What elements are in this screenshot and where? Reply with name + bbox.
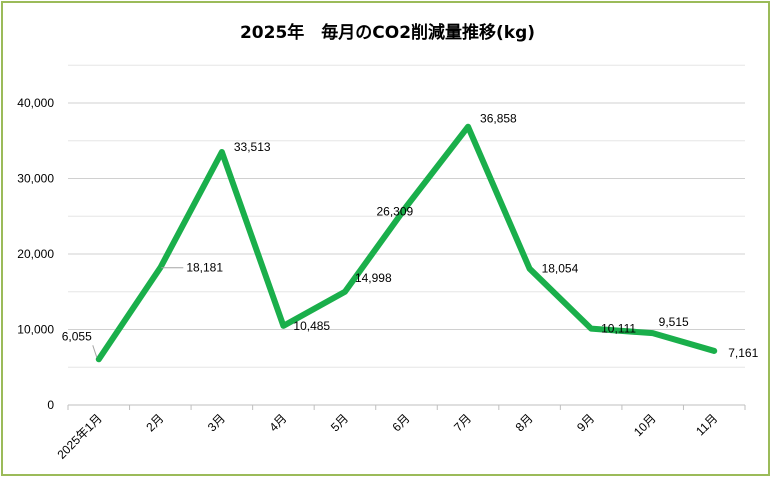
data-label: 18,054 (542, 262, 579, 276)
y-tick-label: 20,000 (17, 247, 54, 261)
data-label: 18,181 (186, 261, 223, 275)
x-tick-label: 2月 (143, 411, 166, 434)
data-point (650, 330, 656, 336)
x-tick-label: 6月 (390, 411, 413, 434)
x-tick-label: 11月 (693, 411, 720, 438)
data-label: 10,111 (601, 322, 636, 336)
x-tick-label: 10月 (631, 411, 659, 439)
x-tick-label: 5月 (328, 411, 351, 434)
data-label: 36,858 (480, 112, 517, 126)
chart-title: 2025年 毎月のCO2削減量推移(kg) (239, 23, 536, 43)
data-label: 6,055 (62, 329, 92, 343)
x-tick-label: 7月 (451, 411, 474, 434)
gridlines (68, 64, 745, 368)
data-point (96, 356, 102, 362)
data-label: 26,309 (377, 204, 414, 218)
data-point (711, 348, 717, 354)
series-line (95, 123, 718, 363)
y-axis: 0 10,000 20,000 30,000 40,000 (17, 96, 54, 412)
x-tick-label: 2025年1月 (54, 411, 104, 461)
label-leader-line (92, 345, 98, 358)
data-label: 33,513 (234, 140, 271, 154)
y-tick-label: 30,000 (17, 172, 54, 186)
x-tick-label: 9月 (574, 411, 597, 434)
data-point (404, 203, 409, 209)
x-tick-label: 8月 (513, 411, 536, 434)
data-labels: 6,055 18,181 33,513 10,485 14,998 26,309 36,85… (62, 112, 759, 360)
data-point (219, 149, 225, 155)
y-tick-label: 40,000 (17, 96, 54, 110)
data-point (157, 265, 163, 271)
data-point (280, 323, 286, 329)
y-tick-label: 10,000 (17, 323, 54, 337)
data-point (342, 289, 348, 295)
data-point (588, 326, 594, 332)
x-tick-label: 4月 (266, 411, 289, 434)
data-point (527, 266, 533, 272)
data-label: 14,998 (355, 271, 392, 285)
y-tick-label: 0 (47, 398, 54, 412)
data-label: 9,515 (659, 315, 689, 329)
data-point (465, 124, 471, 130)
data-label: 7,161 (728, 346, 758, 360)
data-label: 10,485 (293, 319, 330, 333)
x-axis: 2025年1月 2月 3月 4月 5月 6月 7月 8月 9月 10月 11月 (54, 404, 746, 462)
x-tick-label: 3月 (205, 411, 228, 434)
